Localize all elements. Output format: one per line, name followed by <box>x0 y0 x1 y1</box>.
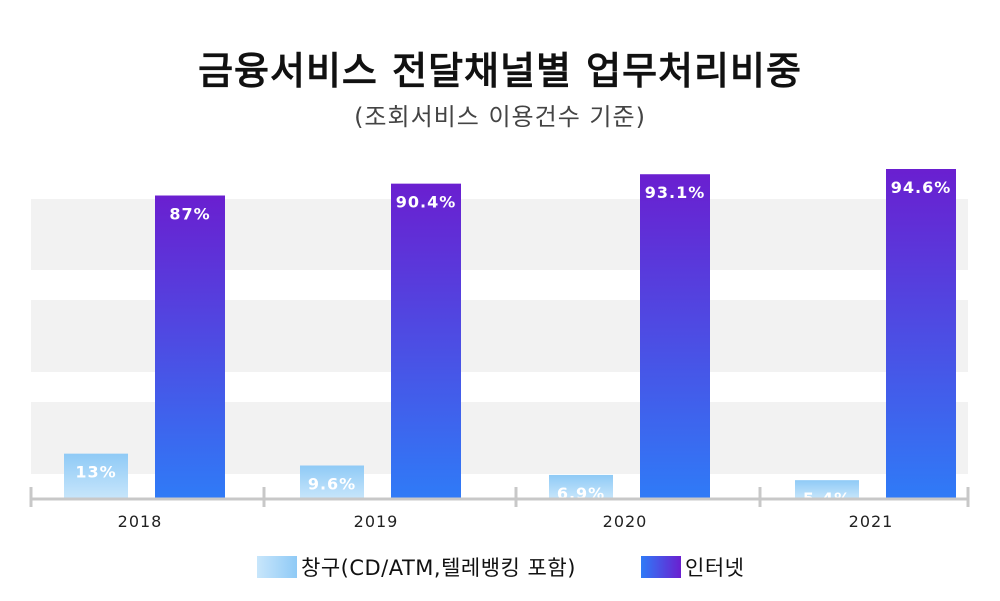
legend-swatch-counter <box>257 556 297 578</box>
bar-counter <box>795 480 859 499</box>
bar-internet <box>886 169 956 499</box>
bar-counter <box>549 474 613 499</box>
legend-swatch-internet <box>641 556 681 578</box>
data-label: 93.1% <box>645 183 706 202</box>
data-label: 13% <box>75 463 116 482</box>
bar-internet <box>391 183 461 499</box>
chart-subtitle: (조회서비스 이용건수 기준) <box>354 103 646 131</box>
bar-internet <box>640 174 710 500</box>
bar-group: 13%87%9.6%90.4%6.9%93.1%5.4%94.6% <box>64 169 956 508</box>
data-label: 90.4% <box>396 193 457 212</box>
legend-item-counter: 창구(CD/ATM,텔레뱅킹 포함) <box>257 552 576 582</box>
data-label: 9.6% <box>308 475 356 494</box>
bar-internet <box>155 195 225 499</box>
x-tick-label: 2018 <box>118 512 163 531</box>
data-label: 87% <box>169 205 210 224</box>
bar-counter <box>64 453 128 499</box>
x-tick-label: 2019 <box>354 512 399 531</box>
data-label: 94.6% <box>891 178 952 197</box>
x-tick-label: 2020 <box>603 512 648 531</box>
legend-item-internet: 인터넷 <box>641 552 744 582</box>
x-tick-label: 2021 <box>849 512 894 531</box>
chart-title: 금융서비스 전달채널별 업무처리비중 <box>198 49 802 93</box>
bar-counter <box>300 465 364 499</box>
x-axis: 2018 2019 2020 2021 <box>29 487 970 531</box>
legend-label-internet: 인터넷 <box>685 556 745 580</box>
legend-label-counter: 창구(CD/ATM,텔레뱅킹 포함) <box>301 556 576 580</box>
legend: 창구(CD/ATM,텔레뱅킹 포함) 인터넷 <box>0 552 1000 584</box>
